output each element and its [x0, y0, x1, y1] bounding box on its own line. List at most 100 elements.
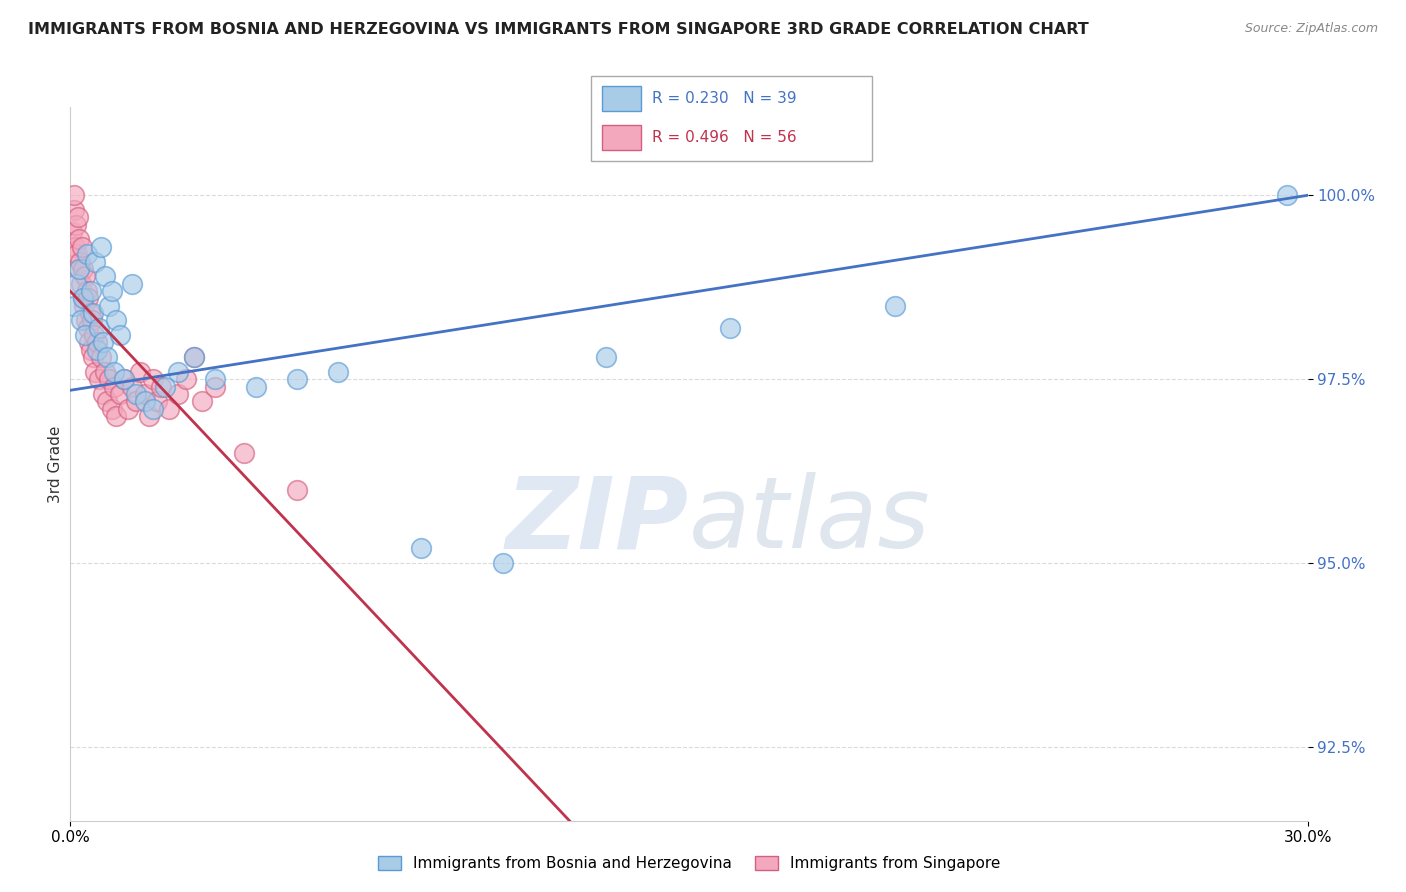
Point — [125, 387, 148, 401]
Point — [112, 372, 135, 386]
Point — [595, 350, 617, 364]
Point — [67, 261, 90, 276]
Text: atlas: atlas — [689, 473, 931, 569]
Point — [142, 372, 165, 386]
Point — [328, 365, 350, 379]
Y-axis label: 3rd Grade: 3rd Grade — [48, 425, 63, 502]
Point — [285, 483, 308, 497]
Point — [96, 394, 118, 409]
Point — [204, 372, 226, 386]
Point — [75, 269, 97, 284]
Point — [718, 320, 741, 334]
Text: ZIP: ZIP — [506, 473, 689, 569]
Point — [80, 313, 103, 327]
Text: R = 0.230   N = 39: R = 0.230 N = 39 — [652, 91, 797, 106]
Point — [884, 299, 907, 313]
Point — [66, 211, 89, 225]
Point — [204, 379, 226, 393]
Point — [492, 556, 515, 570]
Point — [83, 328, 105, 343]
Text: IMMIGRANTS FROM BOSNIA AND HERZEGOVINA VS IMMIGRANTS FROM SINGAPORE 3RD GRADE CO: IMMIGRANTS FROM BOSNIA AND HERZEGOVINA V… — [28, 22, 1088, 37]
Point — [94, 365, 117, 379]
Point — [89, 320, 111, 334]
Point — [63, 188, 86, 202]
Point — [86, 335, 108, 350]
Point — [77, 335, 100, 350]
Point — [62, 202, 84, 217]
Point — [153, 379, 176, 393]
Point — [76, 284, 98, 298]
Point — [72, 261, 94, 276]
Point — [69, 254, 91, 268]
Point — [94, 269, 117, 284]
Point — [138, 409, 160, 423]
Point — [91, 387, 114, 401]
Point — [65, 218, 87, 232]
Point — [80, 343, 103, 357]
Point — [98, 372, 121, 386]
Point — [82, 350, 104, 364]
Point — [80, 284, 103, 298]
Point — [191, 394, 214, 409]
Point — [121, 379, 143, 393]
Point — [134, 394, 156, 409]
Point — [104, 409, 127, 423]
Point — [84, 254, 107, 268]
Point — [285, 372, 308, 386]
Point — [129, 365, 152, 379]
Point — [98, 299, 121, 313]
Point — [103, 379, 125, 393]
Point — [67, 261, 90, 276]
Point — [90, 350, 112, 364]
Point — [67, 232, 90, 246]
Point — [146, 394, 169, 409]
Point — [134, 387, 156, 401]
Point — [108, 328, 131, 343]
Point — [75, 313, 97, 327]
Point — [108, 387, 131, 401]
Point — [183, 350, 205, 364]
Point — [142, 401, 165, 416]
Point — [82, 306, 104, 320]
Point — [104, 313, 127, 327]
Point — [72, 291, 94, 305]
Point — [89, 372, 111, 386]
Point — [66, 247, 89, 261]
Point — [73, 328, 96, 343]
Point — [76, 320, 98, 334]
Point — [100, 284, 122, 298]
Point — [72, 291, 94, 305]
Point — [65, 240, 87, 254]
Point — [245, 379, 267, 393]
Point — [91, 335, 114, 350]
Point — [76, 247, 98, 261]
Legend: Immigrants from Bosnia and Herzegovina, Immigrants from Singapore: Immigrants from Bosnia and Herzegovina, … — [371, 850, 1007, 877]
Point — [70, 277, 93, 291]
Point — [157, 401, 180, 416]
Text: Source: ZipAtlas.com: Source: ZipAtlas.com — [1244, 22, 1378, 36]
Point — [79, 306, 101, 320]
Point — [84, 365, 107, 379]
Point — [86, 343, 108, 357]
Point — [70, 240, 93, 254]
Point — [77, 291, 100, 305]
Point — [183, 350, 205, 364]
Point — [60, 225, 83, 239]
Point — [166, 387, 188, 401]
Point — [1275, 188, 1298, 202]
Point — [69, 313, 91, 327]
Point — [96, 350, 118, 364]
Point — [409, 541, 432, 556]
Point — [232, 446, 254, 460]
Point — [121, 277, 143, 291]
Point — [125, 394, 148, 409]
Point — [117, 401, 139, 416]
Point — [63, 299, 86, 313]
Point — [112, 372, 135, 386]
Point — [103, 365, 125, 379]
Bar — [602, 86, 641, 112]
Point — [73, 299, 96, 313]
Point — [65, 277, 87, 291]
Point — [100, 401, 122, 416]
Point — [166, 365, 188, 379]
